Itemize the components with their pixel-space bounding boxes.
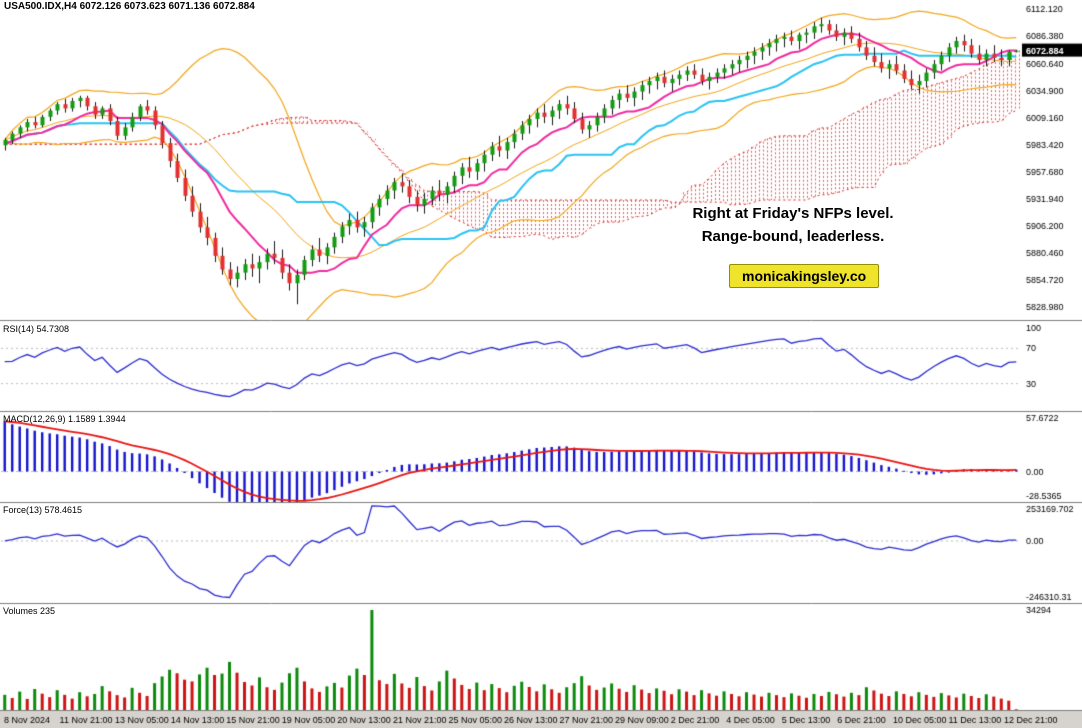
trading-chart-window: USA500.IDX,H4 6072.126 6073.623 6071.136…: [0, 0, 1082, 728]
chart-canvas[interactable]: [0, 0, 1082, 728]
